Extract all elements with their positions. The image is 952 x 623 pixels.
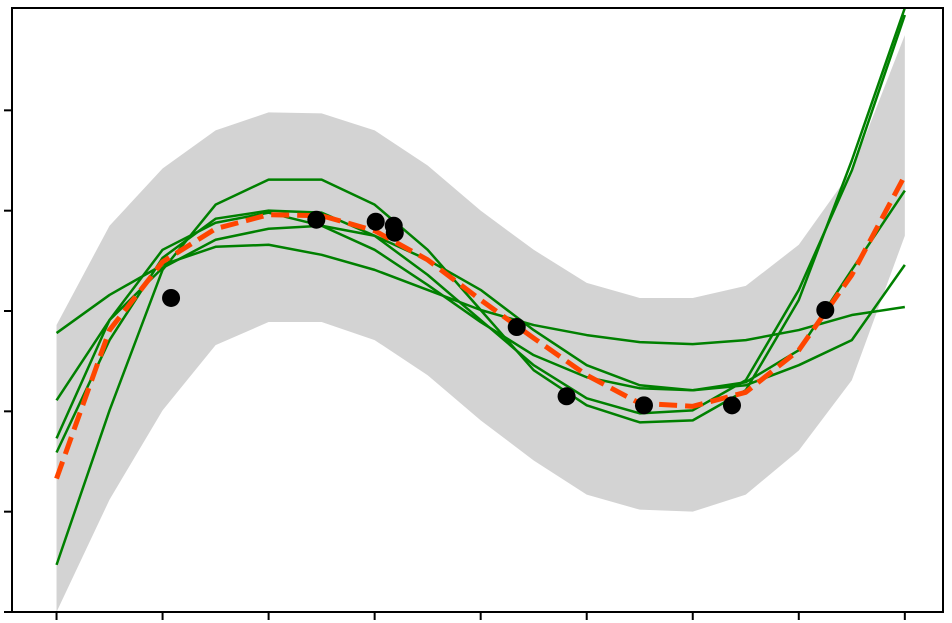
data-point xyxy=(385,223,404,242)
sample-line xyxy=(55,243,906,346)
data-point xyxy=(722,396,741,415)
data-point xyxy=(507,318,526,337)
confidence-band xyxy=(56,35,905,612)
data-point xyxy=(366,212,385,231)
mean-line xyxy=(54,174,908,480)
data-point xyxy=(557,387,576,406)
data-point xyxy=(162,288,181,307)
data-point xyxy=(816,301,835,319)
data-point xyxy=(307,210,326,229)
sample-line xyxy=(55,189,906,439)
plot-frame xyxy=(11,7,944,613)
data-point xyxy=(634,396,653,415)
